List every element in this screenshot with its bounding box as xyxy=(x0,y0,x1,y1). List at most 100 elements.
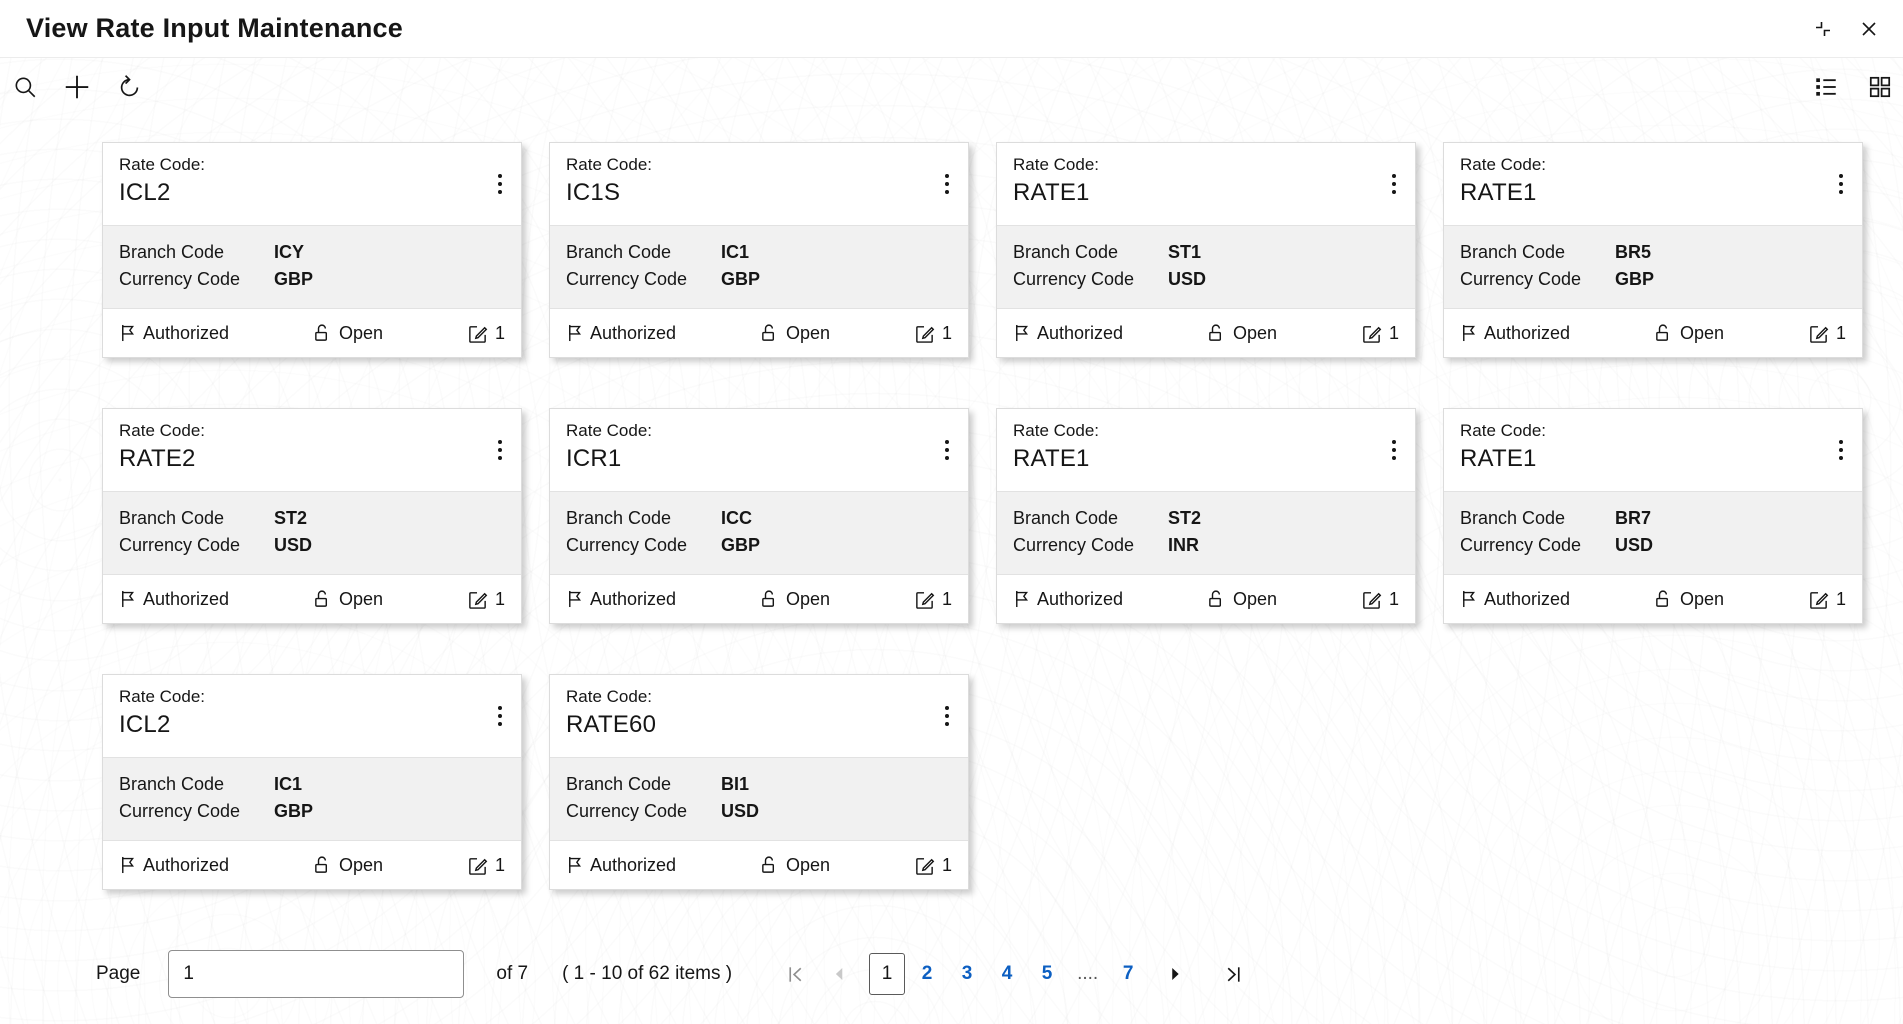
branch-code-label: Branch Code xyxy=(566,242,672,262)
authorized-flag-icon xyxy=(566,589,583,609)
auth-status-text: Authorized xyxy=(1037,588,1124,609)
modification-count: 1 xyxy=(494,588,505,609)
record-status-text: Open xyxy=(339,588,384,609)
kebab-menu-icon[interactable] xyxy=(936,169,958,204)
rate-card: Rate Code: ICL2 Branch Code IC1 Currency xyxy=(102,674,522,890)
currency-code-value: GBP xyxy=(274,269,314,289)
modification-count: 1 xyxy=(1388,322,1399,343)
currency-code-value: GBP xyxy=(721,269,761,289)
currency-code-label: Currency Code xyxy=(1460,535,1582,555)
page-numbers: 1 2 3 4 5 .... 7 xyxy=(869,953,1146,995)
page-number[interactable]: 4 xyxy=(989,953,1025,995)
refresh-icon[interactable] xyxy=(114,72,145,103)
auth-status-text: Authorized xyxy=(143,322,230,343)
record-status: Open xyxy=(1654,589,1724,610)
currency-code-label: Currency Code xyxy=(119,801,241,821)
kebab-menu-icon[interactable] xyxy=(936,701,958,736)
card-header: Rate Code: RATE1 xyxy=(997,409,1415,491)
branch-code-value: BR7 xyxy=(1615,508,1652,528)
collapse-icon[interactable] xyxy=(1813,19,1833,39)
currency-code-value: GBP xyxy=(1615,269,1655,289)
toolbar-right xyxy=(1811,72,1895,102)
branch-code-value: ICC xyxy=(721,508,752,528)
branch-code-value: ICY xyxy=(274,242,305,262)
page-number[interactable]: 5 xyxy=(1029,953,1065,995)
auth-status-text: Authorized xyxy=(1484,322,1571,343)
rate-card: Rate Code: RATE1 Branch Code BR7 Currenc xyxy=(1443,408,1863,624)
kebab-menu-icon[interactable] xyxy=(936,435,958,470)
record-status: Open xyxy=(760,855,830,876)
card-header: Rate Code: RATE1 xyxy=(1444,409,1862,491)
page-count-text: of 7 xyxy=(496,963,529,984)
modification-edit-icon xyxy=(914,323,935,344)
card-header: Rate Code: RATE1 xyxy=(997,143,1415,225)
currency-code-value: USD xyxy=(274,535,313,555)
currency-code-label: Currency Code xyxy=(566,535,688,555)
rate-card: Rate Code: RATE1 Branch Code BR5 Currenc xyxy=(1443,142,1863,358)
branch-code-value: ST2 xyxy=(1168,508,1202,528)
page-number[interactable]: 2 xyxy=(909,953,945,995)
authorization-status: Authorized xyxy=(119,323,229,344)
authorized-flag-icon xyxy=(1460,589,1477,609)
modification-count: 1 xyxy=(941,588,952,609)
prev-page-icon[interactable] xyxy=(821,959,859,989)
kebab-menu-icon[interactable] xyxy=(489,701,511,736)
currency-code-value: USD xyxy=(1615,535,1654,555)
modification-edit-icon xyxy=(1361,589,1382,610)
rate-card: Rate Code: RATE1 Branch Code ST2 Currenc xyxy=(996,408,1416,624)
kebab-menu-icon[interactable] xyxy=(489,169,511,204)
modification-count: 1 xyxy=(1835,588,1846,609)
rate-code-label: Rate Code: xyxy=(119,155,205,174)
card-footer: Authorized Open xyxy=(997,575,1415,623)
page-title: View Rate Input Maintenance xyxy=(26,13,403,43)
currency-code-value: GBP xyxy=(721,535,761,555)
search-icon[interactable] xyxy=(10,72,40,102)
last-page-icon[interactable] xyxy=(1214,959,1253,990)
list-view-icon[interactable] xyxy=(1811,72,1841,102)
open-lock-icon xyxy=(1654,589,1673,609)
authorization-status: Authorized xyxy=(1460,589,1570,610)
authorized-flag-icon xyxy=(1013,589,1030,609)
branch-code-value: IC1 xyxy=(721,242,750,262)
open-lock-icon xyxy=(313,323,332,343)
card-footer: Authorized Open xyxy=(1444,309,1862,357)
kebab-menu-icon[interactable] xyxy=(489,435,511,470)
card-body: Branch Code IC1 Currency Code GBP xyxy=(103,757,521,841)
kebab-menu-icon[interactable] xyxy=(1830,169,1852,204)
record-status-text: Open xyxy=(786,588,831,609)
rate-code-value: RATE60 xyxy=(566,711,657,738)
kebab-menu-icon[interactable] xyxy=(1830,435,1852,470)
branch-code-label: Branch Code xyxy=(119,242,225,262)
kebab-menu-icon[interactable] xyxy=(1383,435,1405,470)
rate-code-value: RATE2 xyxy=(119,445,196,472)
page-number: .... xyxy=(1069,953,1106,995)
auth-status-text: Authorized xyxy=(143,588,230,609)
kebab-menu-icon[interactable] xyxy=(1383,169,1405,204)
next-page-icon[interactable] xyxy=(1156,959,1194,989)
modification-edit-icon xyxy=(467,323,488,344)
authorized-flag-icon xyxy=(119,323,136,343)
modification-counter: 1 xyxy=(467,323,505,344)
card-body: Branch Code ST2 Currency Code USD xyxy=(103,491,521,575)
modification-counter: 1 xyxy=(1808,589,1846,610)
grid-view-icon[interactable] xyxy=(1865,72,1895,102)
page-number[interactable]: 3 xyxy=(949,953,985,995)
authorized-flag-icon xyxy=(1013,323,1030,343)
open-lock-icon xyxy=(1654,323,1673,343)
page-input[interactable] xyxy=(168,950,465,998)
record-status: Open xyxy=(313,323,383,344)
record-status-text: Open xyxy=(1233,588,1278,609)
rate-code-value: ICR1 xyxy=(566,445,622,472)
rate-code-label: Rate Code: xyxy=(119,687,205,706)
currency-code-label: Currency Code xyxy=(119,269,241,289)
titlebar: View Rate Input Maintenance xyxy=(0,0,1903,58)
add-icon[interactable] xyxy=(60,70,94,104)
authorization-status: Authorized xyxy=(1013,323,1123,344)
rate-code-label: Rate Code: xyxy=(119,421,205,440)
page-number[interactable]: 7 xyxy=(1110,953,1146,995)
branch-code-label: Branch Code xyxy=(1460,242,1566,262)
rate-code-value: RATE1 xyxy=(1460,179,1537,206)
close-icon[interactable] xyxy=(1859,19,1879,39)
first-page-icon[interactable] xyxy=(776,959,815,990)
page-number[interactable]: 1 xyxy=(869,953,906,995)
